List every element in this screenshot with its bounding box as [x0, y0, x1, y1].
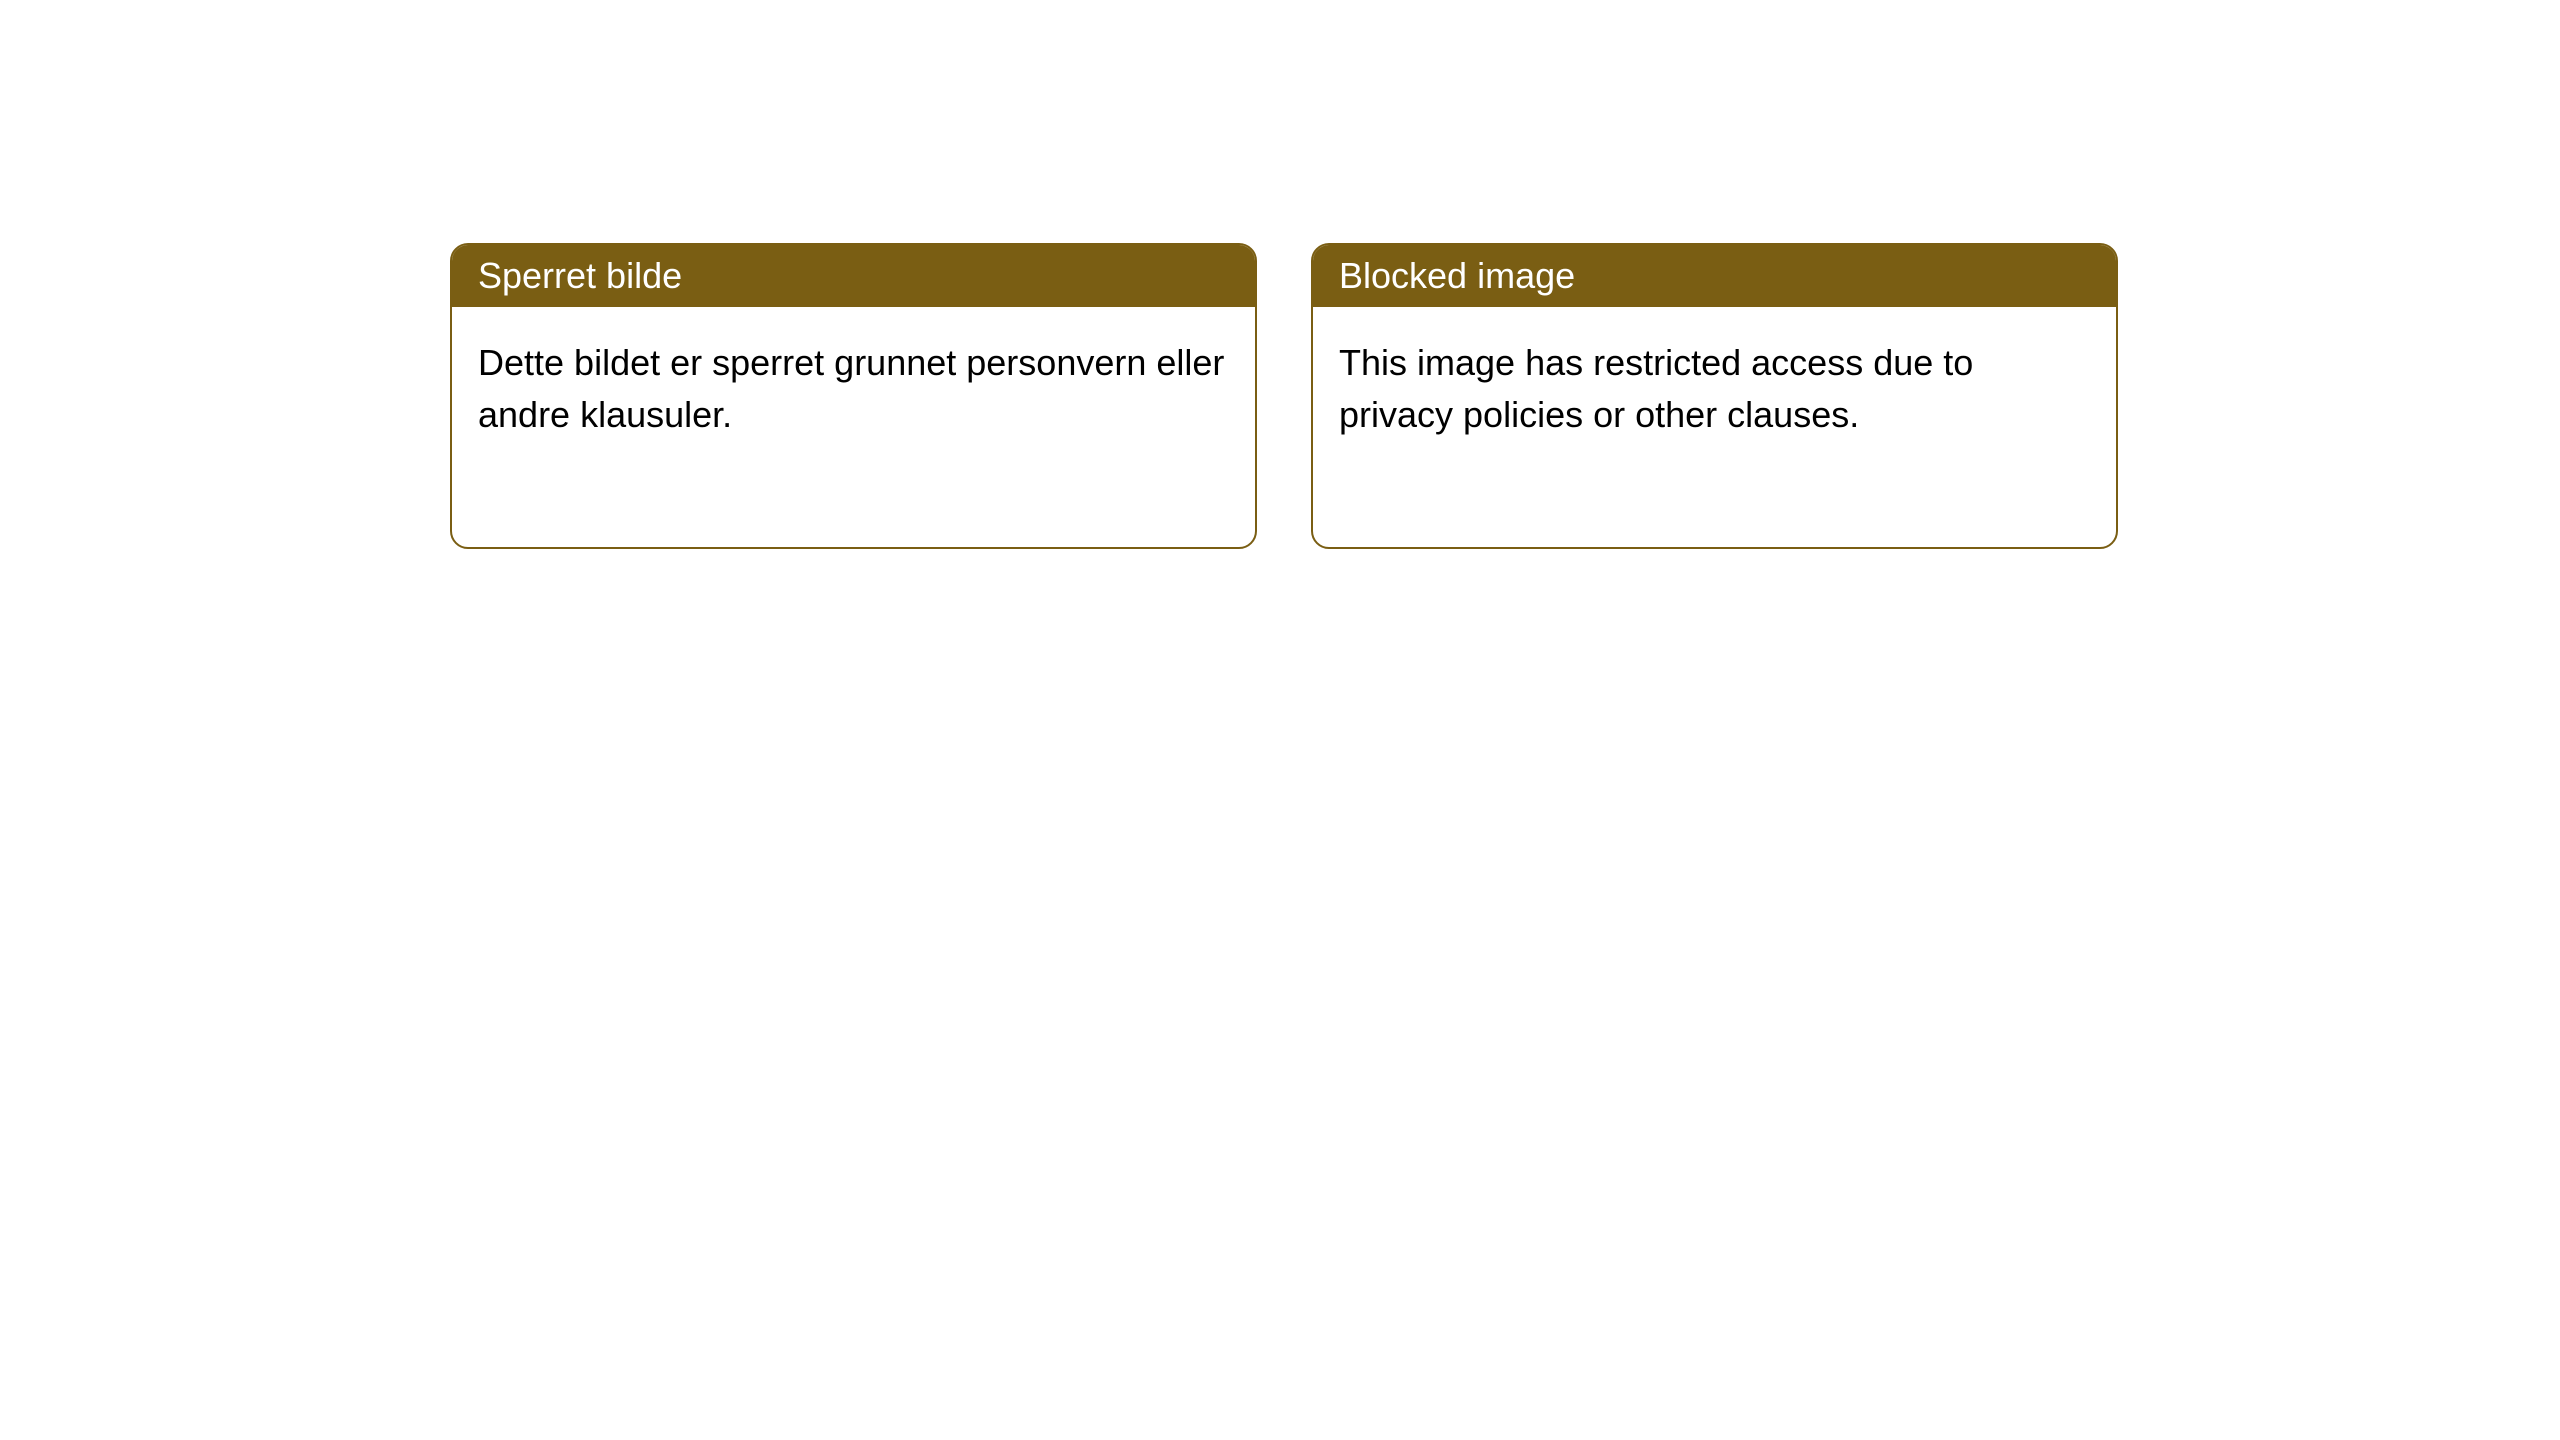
notice-card-english: Blocked image This image has restricted …: [1311, 243, 2118, 549]
notice-body: Dette bildet er sperret grunnet personve…: [452, 307, 1255, 547]
notice-container: Sperret bilde Dette bildet er sperret gr…: [0, 0, 2560, 549]
notice-header: Sperret bilde: [452, 245, 1255, 307]
notice-body: This image has restricted access due to …: [1313, 307, 2116, 547]
notice-card-norwegian: Sperret bilde Dette bildet er sperret gr…: [450, 243, 1257, 549]
notice-header: Blocked image: [1313, 245, 2116, 307]
